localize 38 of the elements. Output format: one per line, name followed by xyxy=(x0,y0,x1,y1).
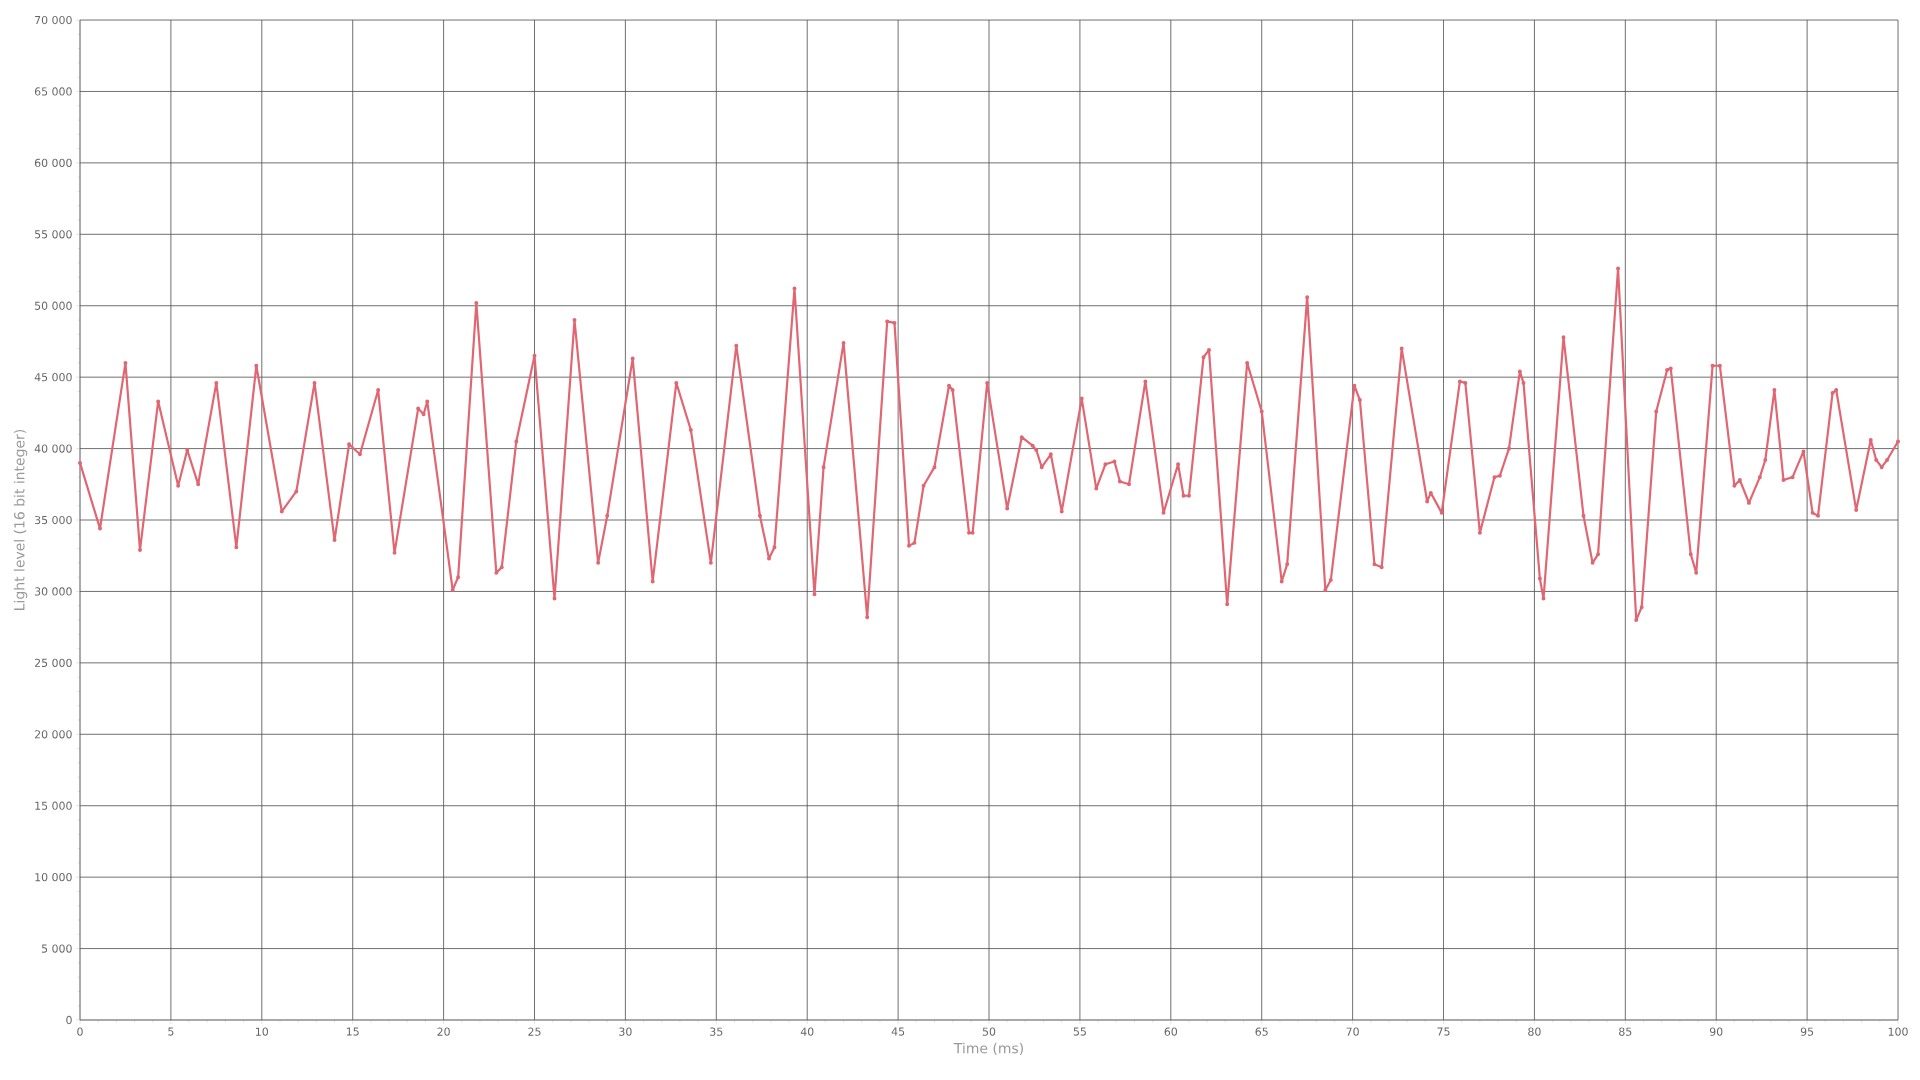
y-tick-label: 65 000 xyxy=(34,87,72,96)
x-tick-label: 70 xyxy=(1346,1027,1359,1036)
y-axis-title: Light level (16 bit integer) xyxy=(13,429,28,610)
x-tick-label: 75 xyxy=(1437,1027,1450,1036)
y-tick-label: 5 000 xyxy=(41,944,72,953)
y-tick-label: 0 xyxy=(66,1015,72,1025)
x-tick-label: 20 xyxy=(437,1027,450,1036)
y-tick-label: 25 000 xyxy=(34,658,72,668)
y-tick-label: 60 000 xyxy=(34,158,72,168)
y-tick-label: 10 000 xyxy=(35,873,72,882)
x-tick-label: 95 xyxy=(1800,1027,1814,1036)
x-tick-label: 40 xyxy=(800,1027,814,1036)
x-tick-label: 55 xyxy=(1073,1027,1086,1036)
y-tick-label: 70 000 xyxy=(35,15,72,25)
y-tick-label: 20 000 xyxy=(34,730,72,739)
x-tick-label: 25 xyxy=(528,1027,541,1036)
y-tick-label: 15 000 xyxy=(35,801,72,810)
x-axis-title: Time (ms) xyxy=(953,1042,1023,1056)
y-tick-label: 30 000 xyxy=(34,587,72,596)
x-tick-label: 65 xyxy=(1255,1027,1268,1036)
x-tick-label: 100 xyxy=(1888,1027,1908,1036)
x-tick-label: 10 xyxy=(256,1027,269,1036)
x-tick-label: 90 xyxy=(1709,1027,1723,1036)
x-tick-label: 5 xyxy=(168,1027,174,1036)
y-tick-label: 50 000 xyxy=(34,301,72,310)
x-tick-label: 50 xyxy=(982,1027,996,1036)
y-tick-label: 55 000 xyxy=(34,230,72,239)
y-tick-label: 35 000 xyxy=(34,515,72,525)
x-tick-label: 45 xyxy=(891,1027,905,1036)
x-tick-label: 80 xyxy=(1528,1027,1541,1036)
x-tick-label: 85 xyxy=(1619,1027,1632,1036)
x-tick-label: 30 xyxy=(619,1027,632,1036)
x-tick-label: 35 xyxy=(710,1027,723,1036)
x-tick-label: 15 xyxy=(346,1027,359,1036)
y-tick-label: 40 000 xyxy=(34,444,72,453)
y-tick-label: 45 000 xyxy=(34,373,72,382)
x-tick-label: 0 xyxy=(77,1027,83,1036)
x-tick-label: 60 xyxy=(1164,1027,1178,1036)
